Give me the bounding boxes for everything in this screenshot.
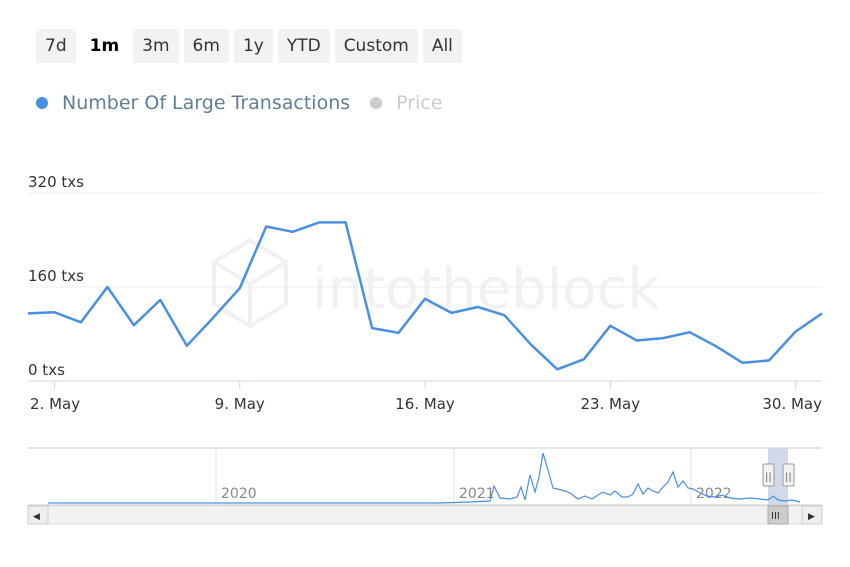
x-tick-label: 16. May xyxy=(395,395,455,413)
scrollbar-left-button[interactable] xyxy=(27,505,49,525)
legend-dot-icon xyxy=(370,97,383,109)
handle-grip-icon: || xyxy=(785,472,792,483)
scrollbar-track[interactable] xyxy=(27,505,823,525)
scrollbar-right-button[interactable] xyxy=(801,505,823,525)
x-tick-label: 23. May xyxy=(580,395,640,413)
navigator: 2020 2021 2022 || || xyxy=(28,447,822,506)
range-button-all[interactable]: All xyxy=(422,29,462,63)
range-button-6m[interactable]: 6m xyxy=(183,29,229,63)
legend: Number Of Large Transactions Price xyxy=(36,92,463,114)
scrollbar-thumb-grip: III xyxy=(771,511,780,522)
range-button-1y[interactable]: 1y xyxy=(233,29,273,63)
legend-item[interactable]: Number Of Large Transactions xyxy=(36,92,350,114)
legend-dot-icon xyxy=(36,97,48,109)
range-button-7d[interactable]: 7d xyxy=(36,29,76,63)
legend-item[interactable]: Price xyxy=(370,92,443,114)
range-button-ytd[interactable]: YTD xyxy=(277,29,330,63)
x-tick-label: 30. May xyxy=(762,395,822,413)
range-button-custom[interactable]: Custom xyxy=(334,29,418,63)
series-line-large-transactions xyxy=(27,221,823,371)
range-selector: 7d 1m 3m 6m 1y YTD Custom All xyxy=(36,29,462,63)
watermark: intotheblock xyxy=(212,237,660,329)
chevron-right-icon[interactable]: ▶ xyxy=(808,512,815,522)
watermark-text: intotheblock xyxy=(312,257,660,322)
scrollbar[interactable]: ◀ III ▶ xyxy=(27,505,823,525)
legend-label: Number Of Large Transactions xyxy=(62,92,351,114)
navigator-handle-left[interactable]: || xyxy=(762,463,775,487)
y-tick-label: 320 txs xyxy=(28,173,84,191)
chevron-left-icon[interactable]: ◀ xyxy=(33,512,40,522)
navigator-selection-mask[interactable] xyxy=(768,448,788,505)
navigator-handle-right[interactable]: || xyxy=(782,463,795,487)
y-tick-label: 160 txs xyxy=(28,267,84,285)
navigator-year-label: 2021 xyxy=(459,486,495,502)
range-button-3m[interactable]: 3m xyxy=(133,29,179,63)
x-tick-label: 2. May xyxy=(30,395,80,413)
y-tick-label: 0 txs xyxy=(28,361,65,379)
y-axis: 0 txs 160 txs 320 txs xyxy=(28,173,84,379)
scrollbar-thumb[interactable] xyxy=(767,505,789,525)
handle-grip-icon: || xyxy=(765,472,772,483)
x-axis: 2. May 9. May 16. May 23. May 30. May xyxy=(30,381,822,413)
legend-label: Price xyxy=(396,92,443,114)
x-tick-label: 9. May xyxy=(215,395,265,413)
grid xyxy=(28,192,822,288)
navigator-year-label: 2022 xyxy=(696,486,732,502)
watermark-logo-icon xyxy=(212,237,288,329)
navigator-series-line xyxy=(48,452,801,504)
navigator-year-label: 2020 xyxy=(221,486,257,502)
range-button-1m[interactable]: 1m xyxy=(80,29,129,63)
